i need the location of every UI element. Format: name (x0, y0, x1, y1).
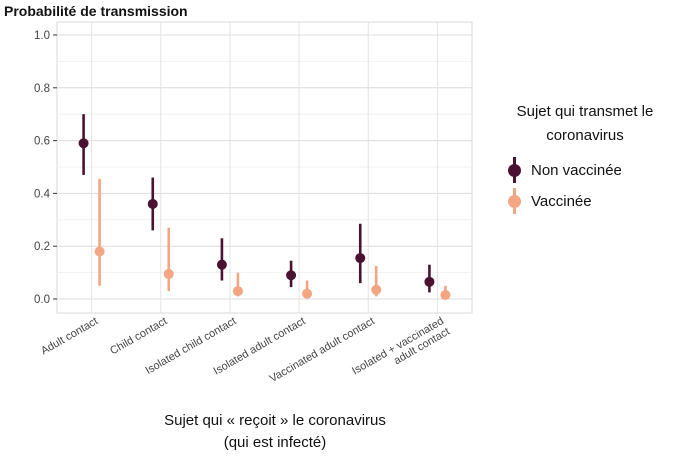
point-non-vaccinee (147, 198, 158, 209)
chart-title: Probabilité de transmission (4, 3, 188, 19)
point-non-vaccinee (355, 253, 366, 264)
legend-item-vaccinee: Vaccinée (505, 188, 592, 214)
legend-label-vaccinee: Vaccinée (531, 192, 592, 210)
point-vaccinee (302, 288, 313, 299)
point-non-vaccinee (216, 259, 227, 270)
point-vaccinee (371, 284, 382, 295)
point-vaccinee (163, 268, 174, 279)
legend-title: Sujet qui transmet le coronavirus (516, 103, 654, 144)
point-non-vaccinee (424, 276, 435, 287)
y-tick-label: 0.2 (34, 241, 50, 253)
y-tick-label: 0.8 (34, 83, 50, 95)
y-tick-label: 0.0 (34, 294, 50, 306)
y-tick-label: 0.6 (34, 136, 50, 148)
point-non-vaccinee (78, 138, 89, 149)
x-axis-title: Sujet qui « reçoit » le coronavirus (qui… (110, 410, 440, 454)
y-tick-label: 0.4 (34, 188, 51, 200)
point-non-vaccinee (286, 270, 297, 281)
legend-marker-vaccinee (505, 188, 525, 214)
plot-panel (56, 21, 473, 314)
point-vaccinee (440, 290, 451, 301)
legend-marker-non-vaccinee (505, 157, 525, 183)
x-axis-title-line2: (qui est infecté) (223, 434, 327, 451)
x-tick-label: Adult contact (39, 315, 100, 357)
y-tick-label: 1.0 (34, 30, 50, 42)
legend-label-non-vaccinee: Non vaccinée (531, 161, 622, 179)
point-vaccinee (232, 286, 243, 297)
legend-item-non-vaccinee: Non vaccinée (505, 157, 622, 183)
x-tick-label: Child contact (108, 315, 169, 357)
x-axis-title-line1: Sujet qui « reçoit » le coronavirus (164, 412, 386, 429)
point-vaccinee (94, 246, 105, 257)
